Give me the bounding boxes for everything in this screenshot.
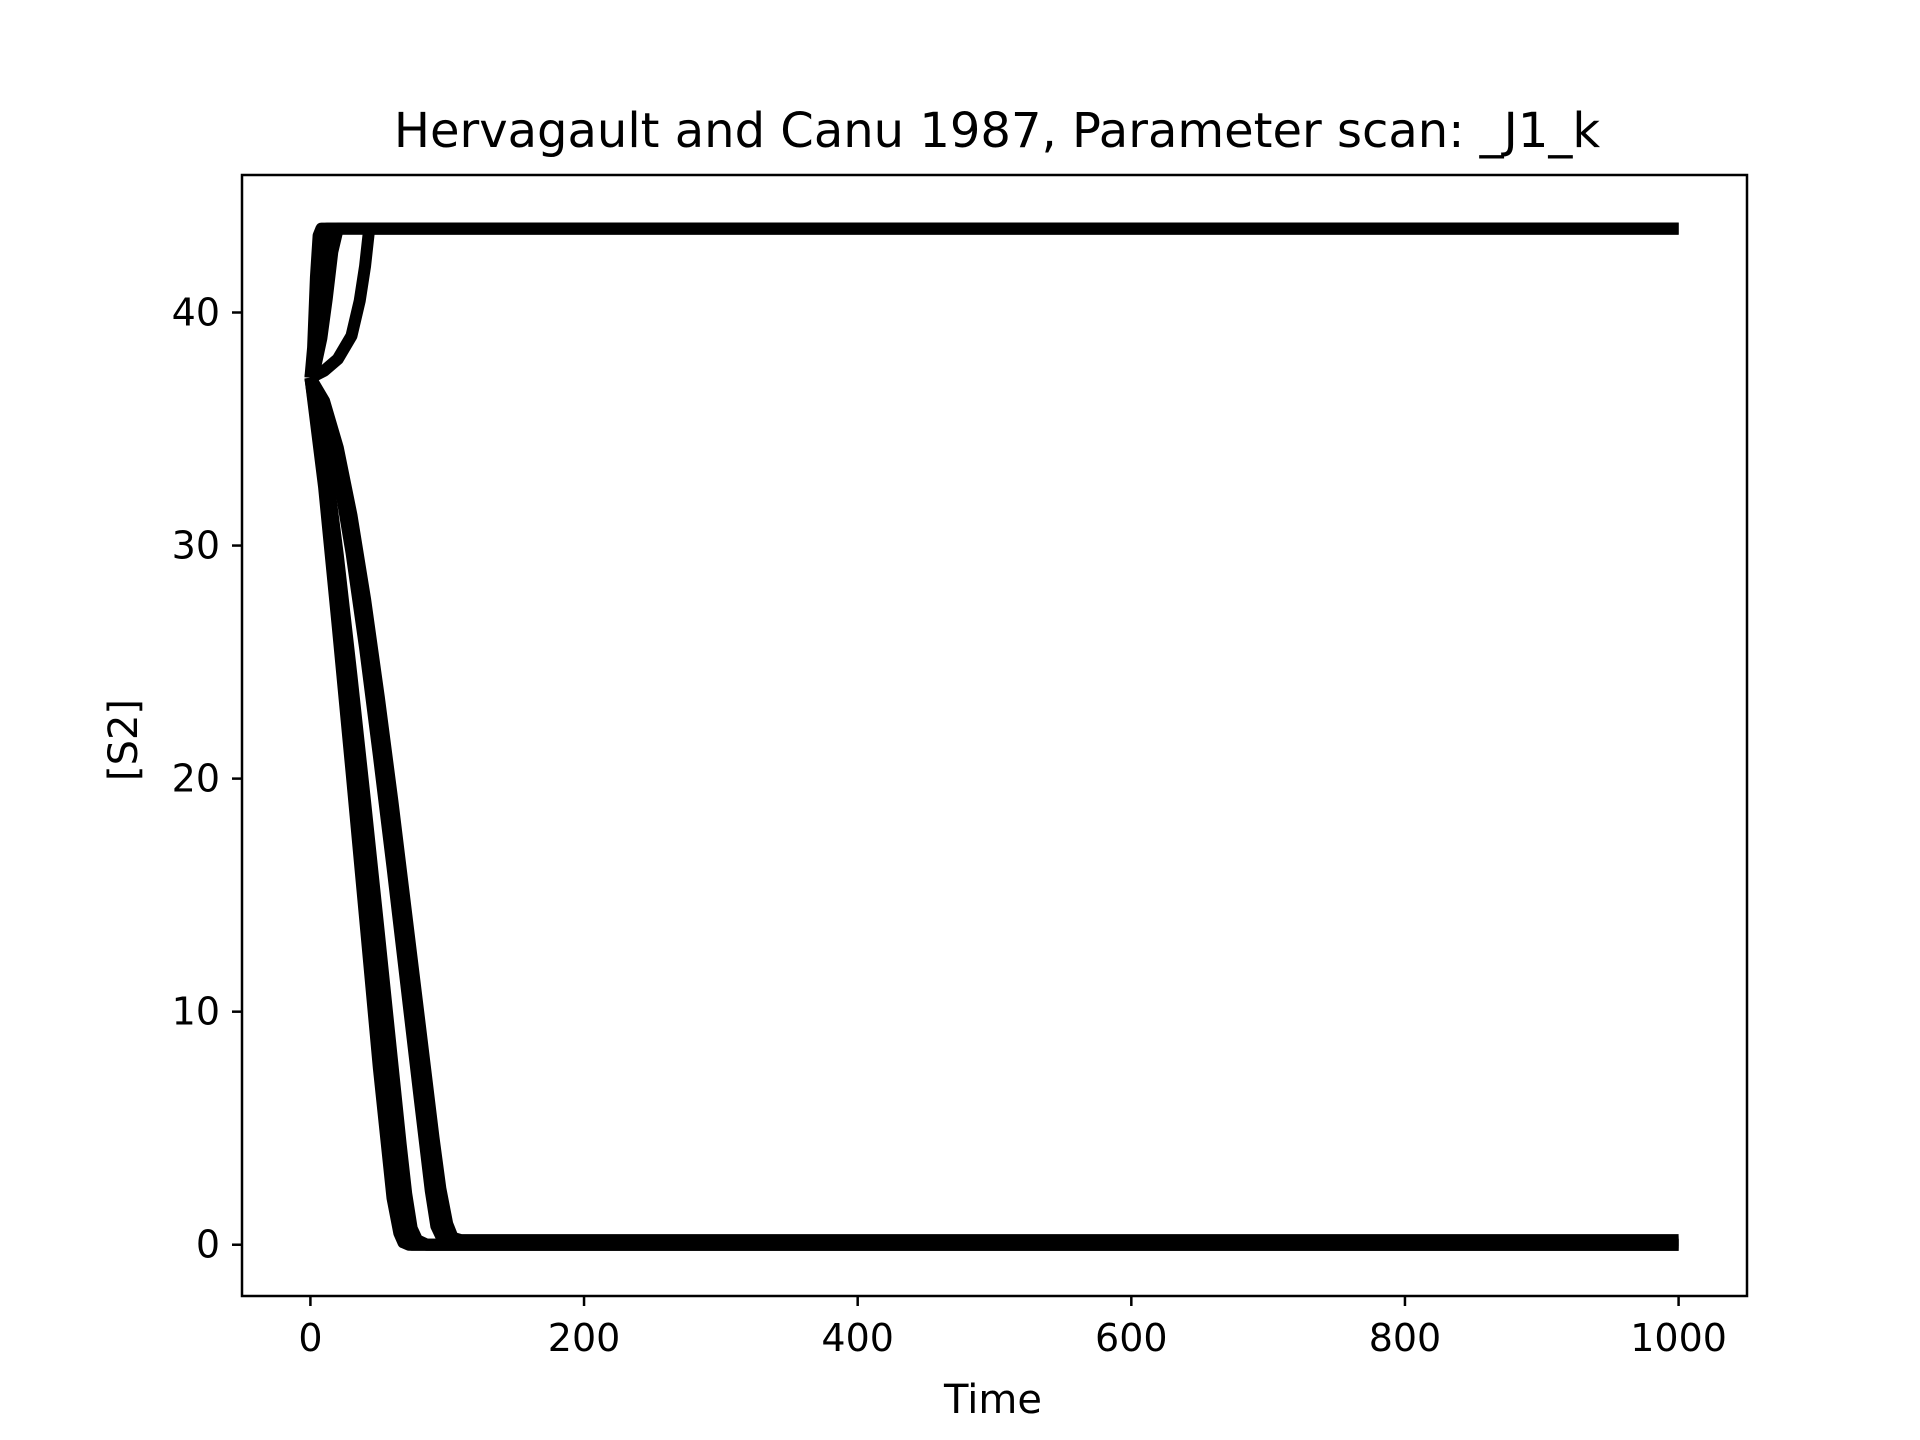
y-tick-label: 40 <box>172 291 220 335</box>
series-line-4 <box>307 222 1679 384</box>
x-tick-label: 800 <box>1369 1316 1442 1360</box>
y-axis-label: [S2] <box>101 699 147 781</box>
chart-title: Hervagault and Canu 1987, Parameter scan… <box>394 103 1601 159</box>
x-tick-label: 600 <box>1095 1316 1168 1360</box>
x-tick-label: 0 <box>298 1316 322 1360</box>
x-tick-label: 1000 <box>1630 1316 1727 1360</box>
axes: 0 200 400 600 800 1000 0 10 20 30 40 <box>172 173 1749 1360</box>
y-tick-label: 0 <box>196 1223 220 1267</box>
axes-frame <box>240 173 1749 1298</box>
x-tick-label: 200 <box>548 1316 621 1360</box>
series-line-9 <box>305 374 1679 1247</box>
y-tick-label: 10 <box>172 990 220 1034</box>
y-tick-label: 30 <box>172 524 220 568</box>
plot-area <box>304 222 1679 1251</box>
series-line-7 <box>304 376 1679 1251</box>
series-line-3 <box>304 222 1679 380</box>
x-axis-label: Time <box>943 1377 1042 1423</box>
y-tick-label: 20 <box>172 757 220 801</box>
x-tick-label: 400 <box>821 1316 894 1360</box>
